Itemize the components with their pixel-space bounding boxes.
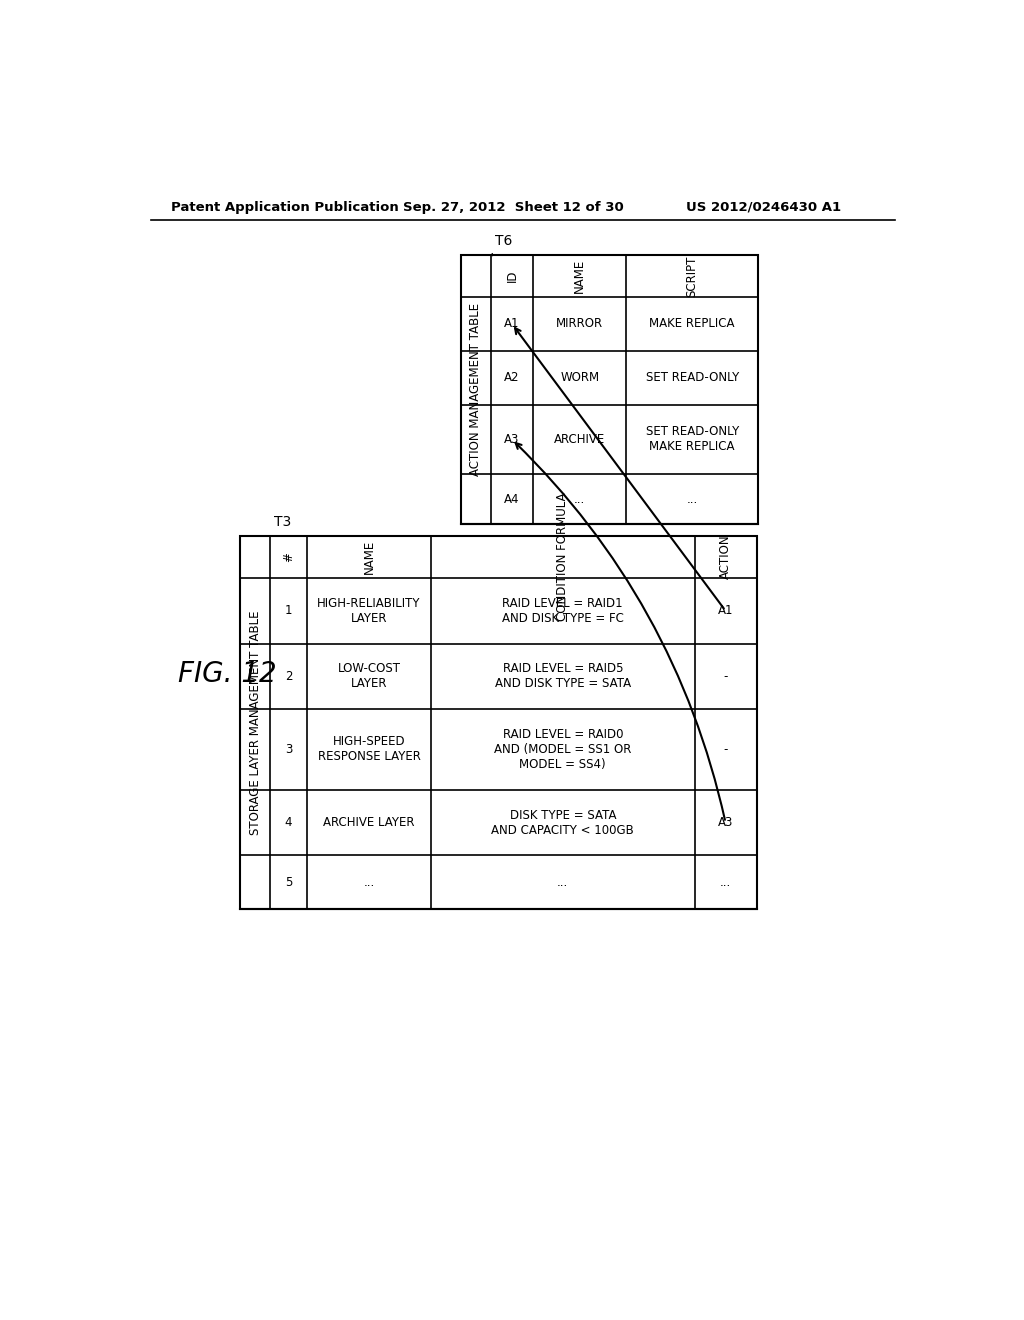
Text: HIGH-SPEED
RESPONSE LAYER: HIGH-SPEED RESPONSE LAYER <box>317 735 421 763</box>
Text: ACTION: ACTION <box>719 535 732 579</box>
Text: Sep. 27, 2012  Sheet 12 of 30: Sep. 27, 2012 Sheet 12 of 30 <box>403 201 624 214</box>
Text: ACTION MANAGEMENT TABLE: ACTION MANAGEMENT TABLE <box>469 302 482 477</box>
Text: SCRIPT: SCRIPT <box>686 255 698 297</box>
Text: FIG. 12: FIG. 12 <box>178 660 278 688</box>
Text: A3: A3 <box>718 816 733 829</box>
Text: HIGH-RELIABILITY
LAYER: HIGH-RELIABILITY LAYER <box>317 597 421 624</box>
Text: ...: ... <box>557 875 568 888</box>
Text: 1: 1 <box>285 605 292 618</box>
Text: NAME: NAME <box>573 259 587 293</box>
Text: -: - <box>723 743 728 756</box>
Text: SET READ-ONLY: SET READ-ONLY <box>645 371 739 384</box>
Text: WORM: WORM <box>560 371 599 384</box>
Text: LOW-COST
LAYER: LOW-COST LAYER <box>338 663 400 690</box>
Text: DISK TYPE = SATA
AND CAPACITY < 100GB: DISK TYPE = SATA AND CAPACITY < 100GB <box>492 809 634 837</box>
Text: ...: ... <box>720 875 731 888</box>
Text: 2: 2 <box>285 669 292 682</box>
Text: ...: ... <box>574 492 586 506</box>
Text: RAID LEVEL = RAID0
AND (MODEL = SS1 OR
MODEL = SS4): RAID LEVEL = RAID0 AND (MODEL = SS1 OR M… <box>495 727 632 771</box>
Text: RAID LEVEL = RAID5
AND DISK TYPE = SATA: RAID LEVEL = RAID5 AND DISK TYPE = SATA <box>495 663 631 690</box>
Text: CONDITION FORMULA: CONDITION FORMULA <box>556 492 569 622</box>
Text: US 2012/0246430 A1: US 2012/0246430 A1 <box>686 201 841 214</box>
Text: MIRROR: MIRROR <box>556 317 603 330</box>
Text: MAKE REPLICA: MAKE REPLICA <box>649 317 735 330</box>
Text: 4: 4 <box>285 816 292 829</box>
Text: ARCHIVE LAYER: ARCHIVE LAYER <box>324 816 415 829</box>
Text: RAID LEVEL = RAID1
AND DISK TYPE = FC: RAID LEVEL = RAID1 AND DISK TYPE = FC <box>502 597 624 624</box>
Text: 5: 5 <box>285 875 292 888</box>
Text: #: # <box>282 552 295 562</box>
Text: -: - <box>723 669 728 682</box>
Text: A2: A2 <box>504 371 520 384</box>
Text: ARCHIVE: ARCHIVE <box>554 433 605 446</box>
Text: 3: 3 <box>285 743 292 756</box>
Text: T6: T6 <box>495 234 512 248</box>
Bar <box>241 536 757 909</box>
Text: STORAGE LAYER MANAGEMENT TABLE: STORAGE LAYER MANAGEMENT TABLE <box>249 610 261 834</box>
Text: Patent Application Publication: Patent Application Publication <box>171 201 398 214</box>
Text: NAME: NAME <box>362 540 376 574</box>
Text: A3: A3 <box>505 433 520 446</box>
Text: ID: ID <box>506 269 518 282</box>
Bar <box>461 255 758 524</box>
Text: ...: ... <box>686 492 697 506</box>
Text: ...: ... <box>364 875 375 888</box>
Text: A1: A1 <box>718 605 733 618</box>
Text: SET READ-ONLY
MAKE REPLICA: SET READ-ONLY MAKE REPLICA <box>645 425 739 454</box>
Text: A1: A1 <box>504 317 520 330</box>
Text: T3: T3 <box>273 515 291 529</box>
Text: A4: A4 <box>504 492 520 506</box>
